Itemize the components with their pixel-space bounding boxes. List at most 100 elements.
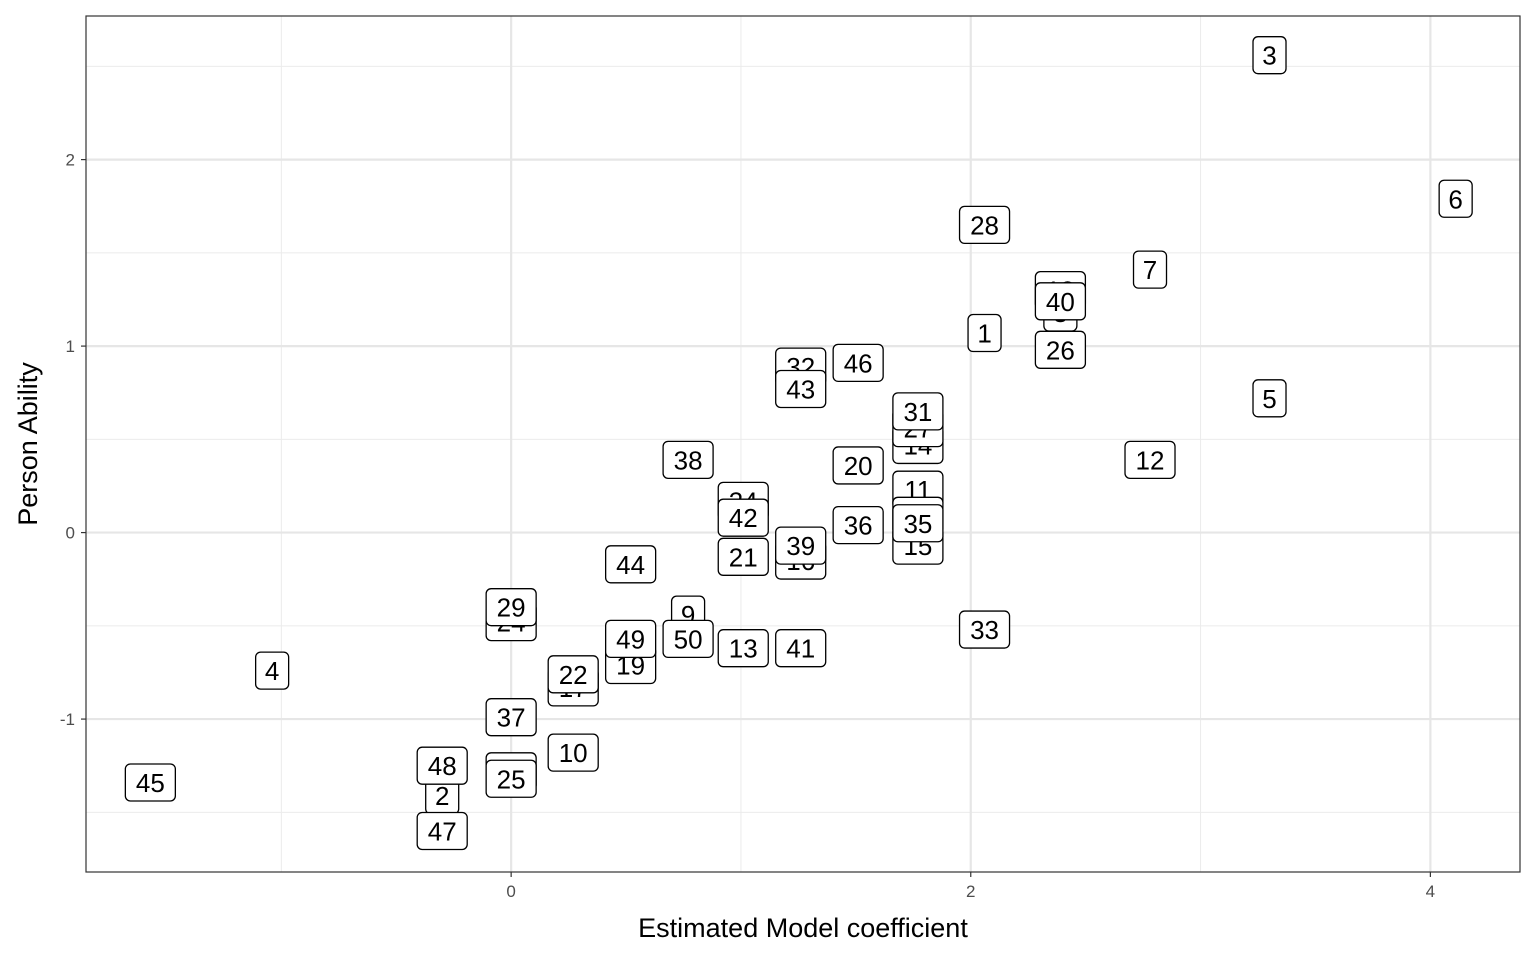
point-label: 3 [1252, 36, 1287, 75]
point-label: 49 [604, 619, 657, 659]
point-label: 1 [967, 313, 1002, 353]
point-label: 4 [254, 651, 290, 690]
point-label-box [547, 733, 599, 772]
point-label-text: 20 [844, 451, 873, 481]
point-label-text: 22 [559, 660, 588, 690]
point-label: 48 [416, 746, 468, 785]
point-label-box [717, 629, 769, 668]
point-label-text: 36 [844, 511, 873, 541]
x-axis-title: Estimated Model coefficient [638, 913, 968, 943]
point-label: 20 [832, 446, 884, 485]
point-label-box [254, 651, 290, 690]
point-label-box [717, 537, 769, 576]
point-label-box [775, 369, 827, 409]
y-tick-label: 0 [66, 524, 75, 543]
x-tick-label: 0 [506, 882, 515, 901]
point-label-box [892, 392, 944, 431]
y-tick-label: -1 [60, 710, 75, 729]
point-label: 50 [662, 619, 714, 659]
point-label-text: 45 [136, 768, 165, 798]
point-label: 39 [775, 526, 827, 565]
point-label-text: 42 [729, 503, 758, 533]
point-label-text: 3 [1262, 41, 1276, 71]
point-label-box [416, 811, 468, 851]
y-axis: -1 0 1 2 [60, 151, 86, 729]
point-label-box [1438, 179, 1473, 218]
point-label-box [958, 610, 1011, 649]
point-label: 40 [1034, 282, 1087, 321]
point-label-text: 44 [616, 550, 645, 580]
point-label-box [717, 498, 769, 537]
point-label-box [662, 440, 714, 480]
point-label-box [832, 446, 884, 485]
point-label-box [485, 698, 537, 737]
point-label-box [1132, 250, 1168, 289]
point-label-text: 5 [1262, 384, 1276, 414]
point-label-text: 28 [970, 210, 999, 240]
point-label-text: 1 [977, 319, 991, 349]
point-label-box [832, 505, 884, 545]
point-label-box [1034, 282, 1087, 321]
point-labels: 1234567891011121314151617181920212223242… [124, 36, 1473, 851]
point-label: 45 [124, 763, 176, 802]
point-label-text: 40 [1046, 287, 1075, 317]
x-axis: 0 2 4 [506, 872, 1435, 901]
point-label-text: 38 [674, 445, 703, 475]
point-label-text: 50 [674, 624, 703, 654]
point-label-text: 26 [1046, 335, 1075, 365]
point-label: 43 [775, 369, 827, 409]
point-label: 38 [662, 440, 714, 480]
point-label: 5 [1252, 379, 1287, 418]
point-label: 21 [717, 537, 769, 576]
point-label-text: 48 [428, 751, 457, 781]
point-label-box [662, 619, 714, 659]
x-tick-label: 2 [966, 882, 975, 901]
point-label-box [604, 619, 657, 659]
point-label-text: 41 [786, 634, 815, 664]
point-label-text: 46 [844, 348, 873, 378]
point-label-text: 21 [729, 542, 758, 572]
point-label-text: 35 [903, 509, 932, 539]
point-label: 13 [717, 629, 769, 668]
point-label-box [958, 205, 1011, 245]
point-label-text: 10 [559, 738, 588, 768]
point-label: 25 [485, 759, 537, 798]
point-label-text: 29 [497, 593, 526, 623]
point-label: 31 [892, 392, 944, 431]
point-label-box [832, 343, 884, 383]
y-tick-label: 1 [66, 337, 75, 356]
point-label: 35 [892, 504, 944, 543]
point-label: 12 [1124, 440, 1176, 480]
point-label-text: 39 [786, 531, 815, 561]
point-label-text: 12 [1136, 445, 1165, 475]
point-label: 7 [1132, 250, 1168, 289]
point-label: 46 [832, 343, 884, 383]
point-label-box [604, 545, 657, 584]
y-axis-title: Person Ability [13, 362, 43, 526]
point-label: 41 [775, 629, 827, 668]
point-label-box [775, 526, 827, 565]
point-label-text: 31 [903, 397, 932, 427]
point-label: 36 [832, 505, 884, 545]
point-label: 47 [416, 811, 468, 851]
point-label-text: 13 [729, 634, 758, 664]
point-label-text: 33 [970, 615, 999, 645]
point-label-text: 43 [786, 374, 815, 404]
point-label: 28 [958, 205, 1011, 245]
point-label-box [416, 746, 468, 785]
point-label-box [1124, 440, 1176, 480]
point-label-text: 49 [616, 624, 645, 654]
point-label-text: 4 [265, 656, 279, 686]
point-label-text: 7 [1143, 255, 1157, 285]
plot-panel-border [85, 15, 1521, 873]
point-label: 10 [547, 733, 599, 772]
point-label: 42 [717, 498, 769, 537]
point-label-box [485, 759, 537, 798]
point-label-box [547, 655, 599, 694]
point-label-box [775, 629, 827, 668]
point-label-box [485, 588, 537, 627]
point-label-box [1034, 330, 1087, 369]
point-label-text: 37 [497, 703, 526, 733]
x-tick-label: 4 [1426, 882, 1435, 901]
